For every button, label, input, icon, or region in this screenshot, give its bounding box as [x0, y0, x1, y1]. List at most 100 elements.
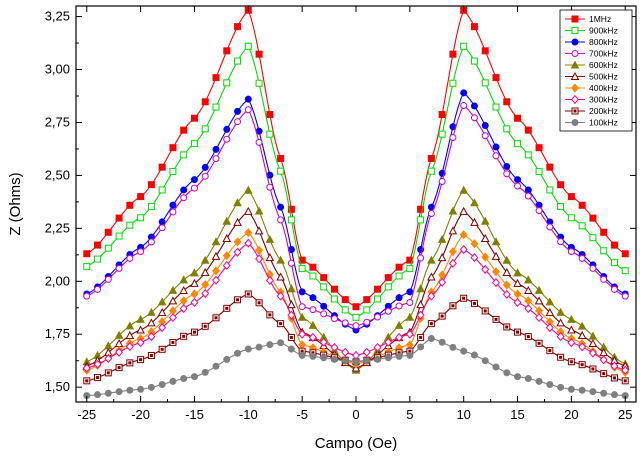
- data-point: [266, 130, 274, 138]
- data-point: [363, 296, 371, 304]
- data-point: [233, 198, 242, 207]
- data-point: [417, 205, 425, 213]
- data-point: [427, 334, 435, 342]
- legend-marker: [571, 83, 579, 93]
- data-point-dot: [623, 379, 627, 383]
- data-point: [233, 247, 242, 257]
- data-point: [276, 272, 285, 281]
- data-point: [234, 118, 242, 126]
- data-point: [201, 288, 210, 299]
- series-300kHz: [82, 238, 630, 375]
- data-point: [395, 302, 403, 310]
- data-point: [352, 313, 360, 321]
- data-point: [136, 314, 145, 323]
- legend-label: 500kHz: [589, 72, 618, 82]
- data-point: [125, 342, 134, 352]
- data-point-dot: [548, 349, 552, 353]
- data-point: [244, 345, 252, 353]
- data-point: [600, 247, 608, 255]
- data-point: [287, 216, 295, 224]
- data-point: [276, 255, 285, 264]
- y-tick-label: 1,75: [45, 326, 70, 341]
- data-point: [481, 357, 489, 365]
- data-point: [201, 172, 209, 180]
- x-tick-label: -20: [131, 407, 150, 422]
- data-point: [115, 388, 123, 396]
- legend-label: 1MHz: [589, 14, 611, 24]
- data-point: [514, 176, 522, 184]
- data-point: [137, 248, 145, 256]
- data-point: [449, 79, 457, 87]
- legend-marker: [571, 119, 579, 126]
- data-point: [524, 126, 532, 134]
- data-point: [481, 252, 490, 262]
- data-point: [535, 207, 543, 215]
- data-point: [502, 289, 511, 299]
- data-point: [535, 168, 543, 176]
- data-point: [557, 238, 565, 246]
- data-point: [523, 285, 533, 294]
- data-point: [567, 248, 575, 256]
- data-point: [546, 163, 554, 171]
- data-point: [514, 182, 522, 190]
- data-point: [405, 329, 414, 339]
- data-point: [223, 355, 231, 363]
- x-tick-label: 25: [618, 407, 632, 422]
- data-point: [212, 145, 220, 153]
- data-point: [158, 163, 166, 171]
- data-point: [352, 322, 360, 330]
- data-point: [147, 332, 156, 342]
- data-point: [222, 251, 231, 261]
- data-point: [104, 228, 112, 236]
- data-point: [147, 238, 155, 246]
- data-point: [363, 318, 371, 326]
- data-point-dot: [612, 376, 616, 380]
- data-point: [438, 111, 446, 119]
- data-point: [427, 255, 436, 264]
- data-point: [610, 259, 618, 267]
- y-tick-label: 2,25: [45, 220, 70, 235]
- data-point: [406, 265, 414, 273]
- data-point: [577, 330, 587, 339]
- y-tick-label: 3,00: [45, 62, 70, 77]
- data-point: [448, 258, 457, 268]
- x-tick-label: 15: [510, 407, 524, 422]
- legend-marker: [571, 94, 579, 105]
- y-tick-label: 3,25: [45, 9, 70, 24]
- data-point-dot: [268, 313, 272, 317]
- legend-label: 700kHz: [589, 49, 618, 59]
- data-point: [481, 264, 490, 274]
- data-point-dot: [483, 309, 487, 313]
- data-point: [480, 216, 490, 225]
- data-point: [503, 125, 511, 133]
- data-point-dot: [214, 316, 218, 320]
- legend-label: 900kHz: [589, 26, 618, 36]
- data-point: [556, 318, 565, 327]
- data-point: [190, 268, 199, 277]
- data-point: [168, 296, 178, 305]
- data-point: [180, 375, 188, 383]
- data-point: [223, 47, 231, 55]
- data-point: [308, 320, 318, 329]
- data-point: [449, 134, 457, 142]
- data-point: [168, 313, 177, 323]
- data-point: [481, 79, 489, 87]
- data-point: [104, 275, 112, 283]
- data-point: [190, 278, 199, 287]
- x-axis-title: Campo (Oe): [315, 435, 398, 452]
- data-point-dot: [526, 335, 530, 339]
- data-point: [297, 312, 307, 321]
- series-900kHz: [83, 42, 629, 321]
- y-axis: 1,50 1,75 2,00 2,25 2,50 2,75 3,00 3,25: [45, 9, 636, 394]
- data-point: [266, 111, 274, 119]
- data-point: [190, 297, 199, 308]
- data-point: [470, 198, 479, 207]
- data-point: [374, 355, 382, 363]
- data-point: [374, 285, 382, 293]
- data-point: [277, 154, 285, 162]
- data-point: [287, 345, 295, 353]
- data-point: [168, 285, 178, 294]
- data-point: [94, 391, 102, 399]
- legend-marker: [571, 38, 579, 46]
